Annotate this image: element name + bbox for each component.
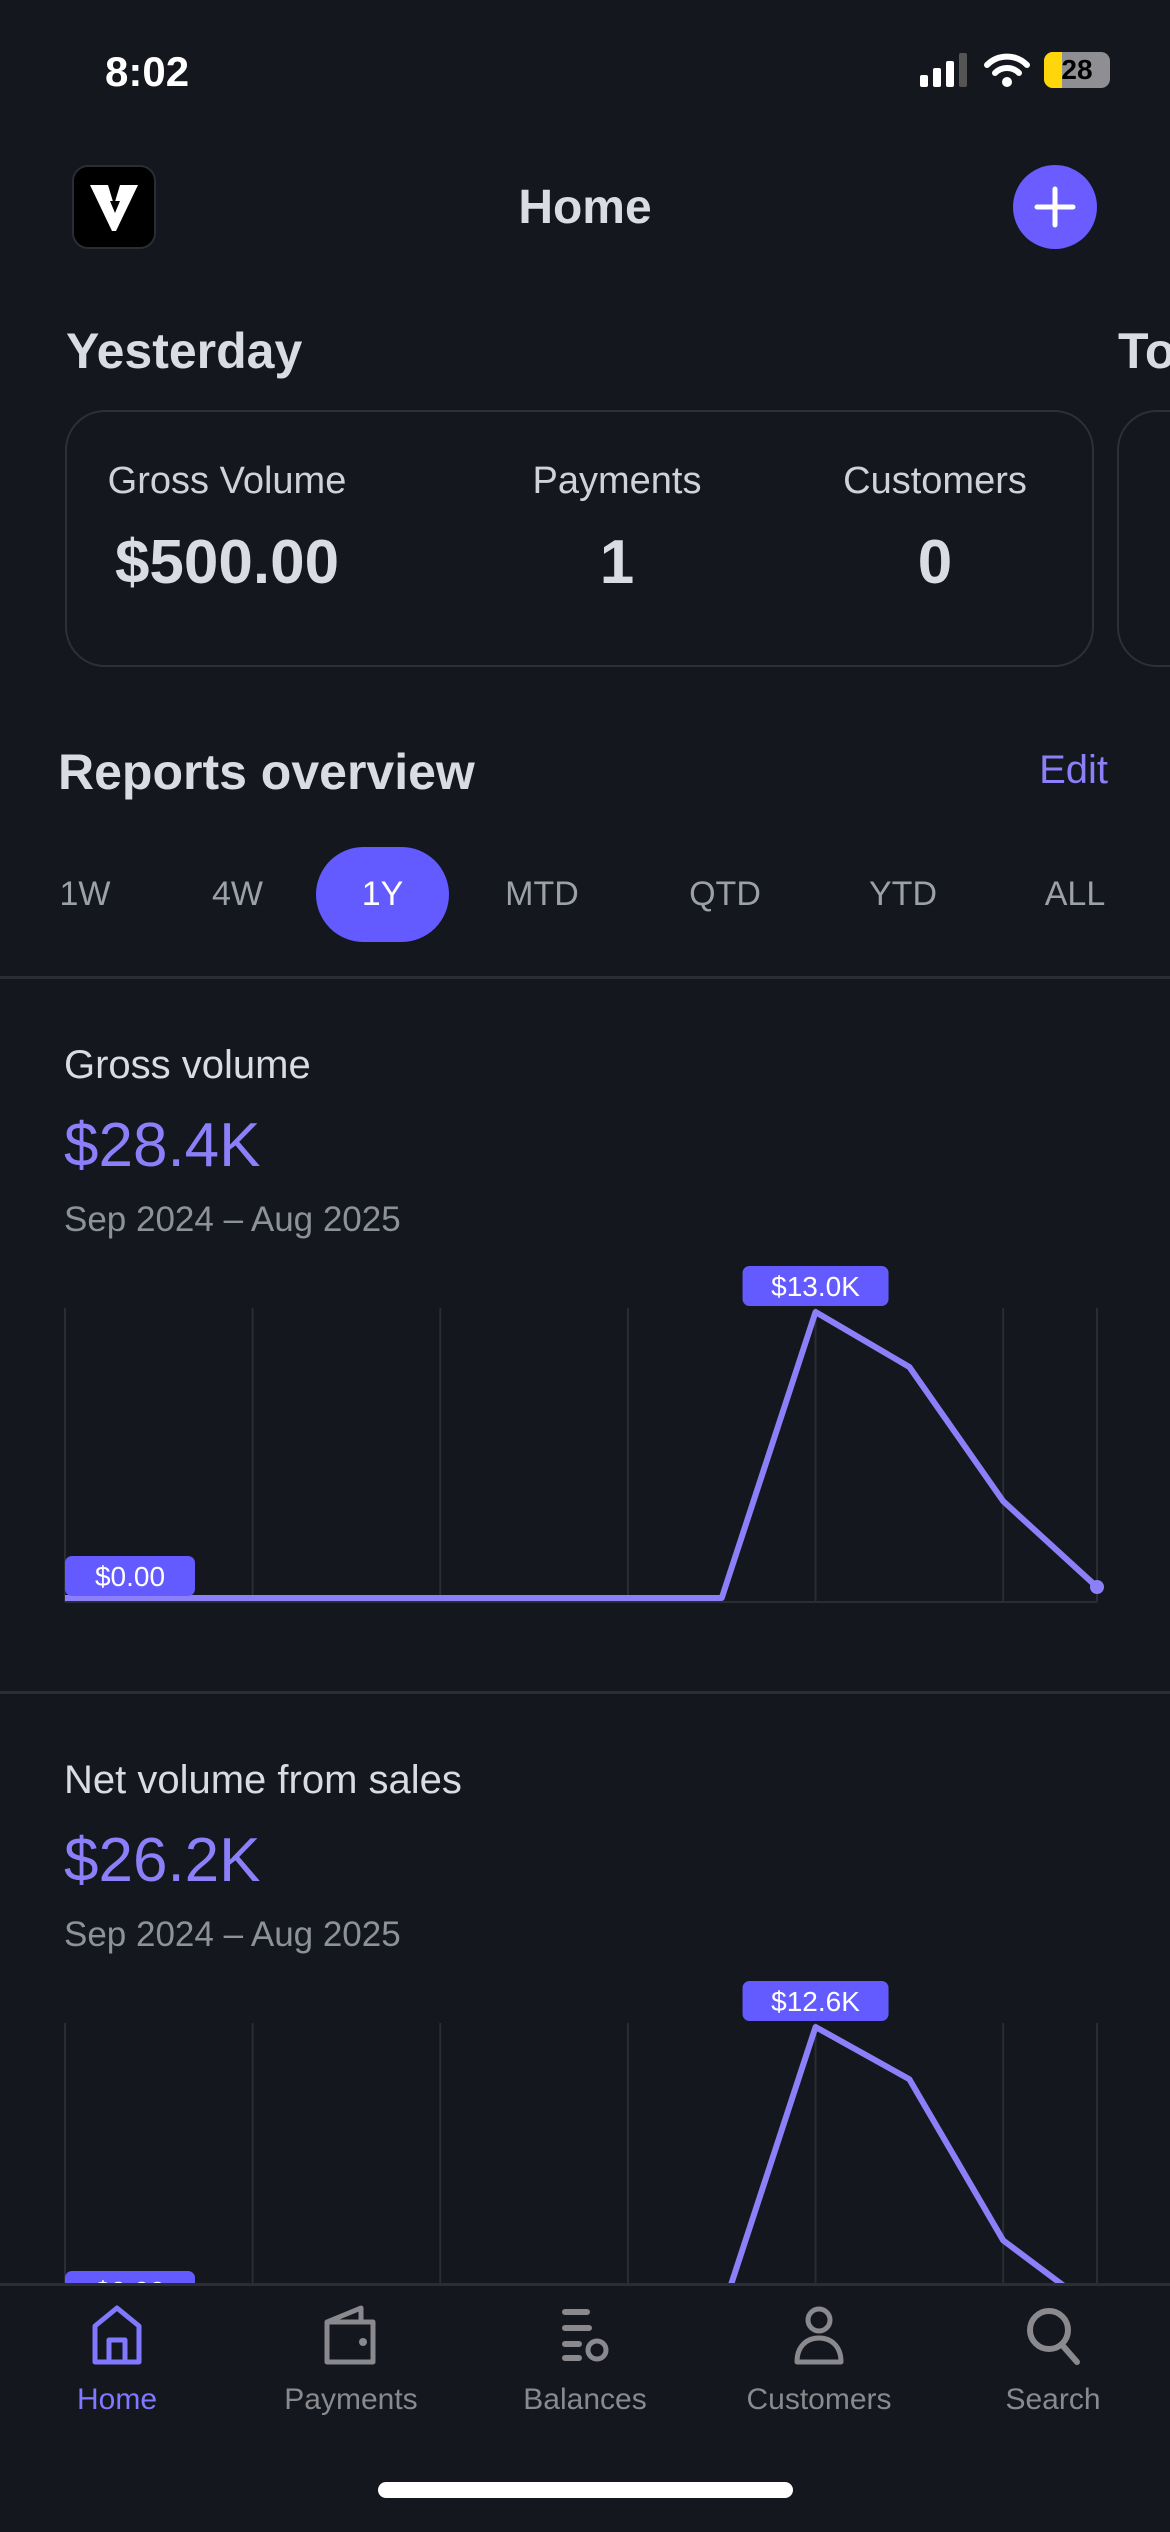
max-value-label-bg [742,1266,889,1306]
tabbar-item-payments[interactable]: Payments [234,2304,468,2417]
tab-qtd[interactable]: QTD [689,875,761,913]
battery-level: 28 [1061,54,1093,85]
net-volume-chart[interactable]: $12.6K$0.00 [0,1975,1170,2335]
max-value-label-bg [742,1981,889,2021]
wallet-icon [324,2305,376,2365]
balances-icon [562,2309,609,2362]
tab-1w[interactable]: 1W [59,875,111,913]
signal-icon [920,53,967,87]
series-line [65,1309,1100,1601]
status-icons: 28 [920,52,1110,88]
tabbar-item-balances[interactable]: Balances [468,2304,702,2417]
tab-mtd[interactable]: MTD [505,875,579,913]
tabbar-item-customers[interactable]: Customers [702,2304,936,2417]
range-tabs: 1W 4W 1Y MTD QTD YTD ALL [0,847,1170,942]
stat-label: Payments [532,460,702,502]
person-icon [794,2306,844,2365]
gross-volume-chart[interactable]: $13.0K $0.00 [0,1260,1170,1620]
reports-title: Reports overview [58,744,475,800]
battery-indicator: 28 [1044,52,1110,88]
min-value-label-bg [65,1556,195,1596]
stat-value: $500.00 [114,528,340,597]
stat-gross-volume: Gross Volume $500.00 [77,460,377,598]
max-value-label: $12.6K [771,1986,860,2017]
plus-icon [1034,186,1076,228]
tabbar-label: Payments [284,2383,418,2416]
section-title-yesterday: Yesterday [66,323,303,379]
max-value-label: $13.0K [771,1271,860,1302]
tab-4w[interactable]: 4W [212,875,263,913]
divider [0,976,1170,979]
yesterday-summary-card[interactable]: Gross Volume $500.00 Payments 1 Customers 0 [65,410,1094,667]
tabbar-item-home[interactable]: Home [0,2304,234,2417]
search-icon [1027,2308,1080,2365]
stat-payments: Payments 1 [467,460,767,598]
data-point [1090,1580,1104,1594]
tab-all[interactable]: ALL [1044,875,1106,913]
home-indicator [378,2482,793,2498]
stat-customers: Customers 0 [785,460,1085,598]
tabbar-item-search[interactable]: Search [936,2304,1170,2417]
metric-range-gross-volume: Sep 2024 – Aug 2025 [64,1200,401,1239]
stat-label: Gross Volume [107,460,347,502]
stat-value: 0 [917,528,953,597]
min-value-label: $0.00 [95,1561,165,1592]
metric-title-gross-volume: Gross volume [64,1043,311,1087]
tabbar-label: Balances [523,2383,647,2416]
stat-label: Customers [843,460,1027,502]
tab-1y[interactable]: 1Y [316,847,449,942]
metric-value-gross-volume: $28.4K [64,1111,261,1180]
edit-reports-button[interactable]: Edit [1039,748,1108,792]
page-title: Home [518,181,652,234]
status-time: 8:02 [105,48,190,95]
tabbar-label: Search [1005,2383,1101,2416]
add-button[interactable] [1013,165,1097,249]
tabbar-label: Customers [746,2383,892,2416]
metric-title-net-volume: Net volume from sales [64,1758,462,1802]
divider [0,1691,1170,1694]
metric-range-net-volume: Sep 2024 – Aug 2025 [64,1915,401,1954]
series-line [65,2024,1099,2316]
tab-ytd[interactable]: YTD [869,875,937,913]
account-logo[interactable] [72,165,156,249]
tabbar-label: Home [76,2383,158,2416]
home-icon [92,2305,142,2365]
wifi-icon [984,53,1030,87]
logo-icon [90,185,138,231]
metric-value-net-volume: $26.2K [64,1826,261,1895]
section-title-today-peek: To [1118,323,1170,379]
today-summary-card-peek[interactable] [1117,410,1170,667]
stat-value: 1 [599,528,635,597]
